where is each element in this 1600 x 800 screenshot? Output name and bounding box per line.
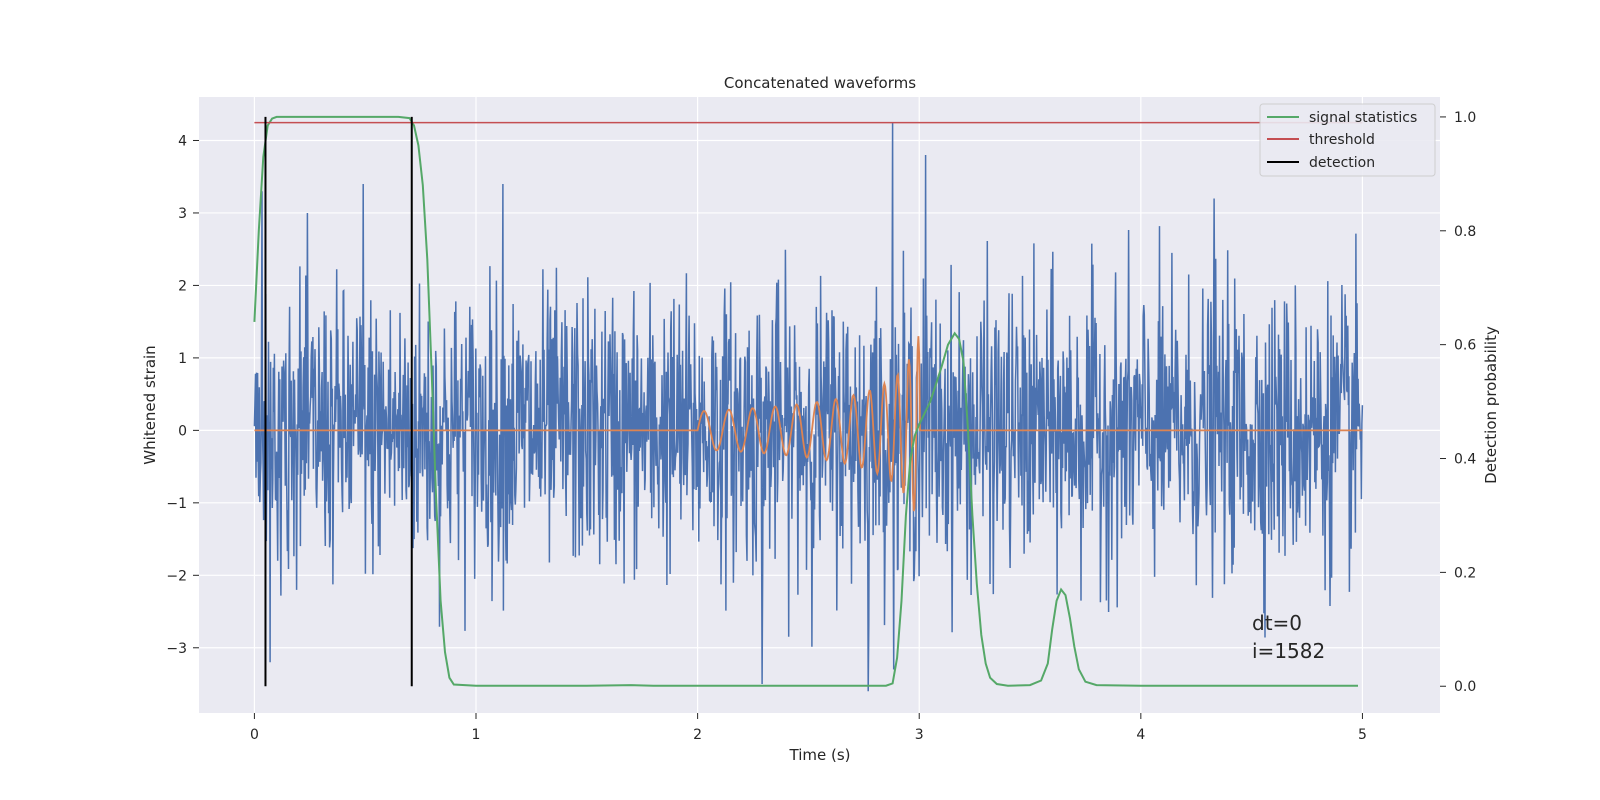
chart-title: Concatenated waveforms (724, 74, 916, 92)
y2-tick-label: 0.2 (1454, 565, 1476, 581)
y-tick-label: 2 (178, 278, 187, 294)
y-tick-label: −1 (166, 496, 187, 512)
y-tick-label: −2 (166, 568, 187, 584)
noise-trace (253, 122, 1364, 692)
y-tick-label: 1 (178, 351, 187, 367)
y2-tick-label: 1.0 (1454, 110, 1476, 126)
data-layer (253, 115, 1364, 692)
x-tick-label: 2 (693, 727, 702, 743)
y2-tick-label: 0.4 (1454, 452, 1476, 468)
x-axis-label: Time (s) (789, 746, 851, 764)
y2-axis-label: Detection probability (1482, 326, 1500, 484)
y-tick-label: 4 (178, 133, 187, 149)
legend-signal-label: signal statistics (1309, 110, 1417, 126)
annotation-dt: dt=0 (1252, 611, 1302, 635)
annotation-i: i=1582 (1252, 639, 1325, 663)
y-tick-label: 3 (178, 206, 187, 222)
ticks: 0 1 2 3 4 5 −3 −2 −1 0 1 2 3 4 0.0 0.2 0.4 0.6 0.8 1.0 (166, 110, 1476, 743)
y2-tick-label: 0.8 (1454, 224, 1476, 240)
x-tick-label: 0 (250, 727, 259, 743)
legend-detection-label: detection (1309, 155, 1375, 171)
x-tick-label: 3 (915, 727, 924, 743)
y2-tick-label: 0.0 (1454, 679, 1476, 695)
chirp-waveform (254, 336, 1363, 512)
y-tick-label: 0 (178, 423, 187, 439)
x-tick-label: 4 (1136, 727, 1145, 743)
legend: signal statistics threshold detection (1259, 103, 1436, 177)
y-axis-label: Whitened strain (141, 345, 159, 464)
legend-box (1259, 103, 1436, 177)
legend-threshold-label: threshold (1309, 132, 1375, 148)
y2-tick-label: 0.6 (1454, 338, 1476, 354)
y-tick-label: −3 (166, 641, 187, 657)
x-tick-label: 1 (472, 727, 481, 743)
x-tick-label: 5 (1358, 727, 1367, 743)
